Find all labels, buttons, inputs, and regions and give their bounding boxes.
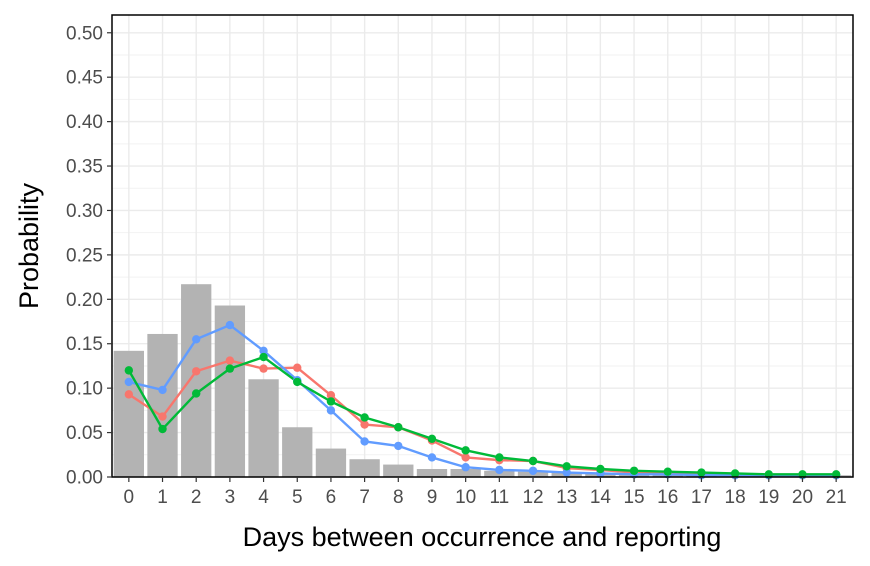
x-tick-label: 11 — [489, 487, 509, 508]
x-tick-label: 2 — [191, 487, 202, 508]
series-point-2 — [259, 346, 268, 356]
y-tick-label: 0.35 — [66, 157, 103, 178]
y-tick-label: 0.05 — [66, 423, 103, 444]
bar — [416, 469, 448, 477]
series-point-1 — [326, 391, 336, 400]
series-point-3 — [495, 453, 504, 462]
series-point-3 — [528, 456, 538, 466]
series-point-2 — [528, 466, 538, 475]
series-point-3 — [158, 424, 167, 434]
x-tick-label: 12 — [522, 487, 543, 508]
series-point-2 — [562, 468, 571, 477]
bar — [315, 448, 347, 477]
series-point-3 — [697, 468, 706, 477]
series-point-2 — [326, 406, 336, 415]
x-tick-label: 16 — [657, 487, 678, 508]
series-point-3 — [461, 446, 470, 455]
series-point-1 — [461, 453, 470, 462]
series-line-3 — [127, 355, 837, 476]
bar — [147, 333, 178, 477]
bar — [450, 469, 481, 477]
y-tick-label: 0.20 — [66, 290, 103, 311]
x-tick-label: 10 — [455, 487, 476, 508]
y-axis-title: Probability — [14, 182, 44, 309]
x-tick-label: 17 — [691, 487, 712, 508]
series-point-2 — [124, 377, 134, 387]
series-point-2 — [427, 453, 437, 462]
series-point-2 — [495, 465, 504, 475]
series-point-1 — [158, 412, 167, 421]
y-axis-ticks: 0.00 0.05 0.10 0.15 0.20 0.25 0.30 0.35 0.40 0.45… — [66, 23, 112, 489]
x-tick-label: 9 — [427, 487, 438, 508]
series-lines — [127, 323, 837, 477]
series-point-2 — [192, 335, 201, 344]
plot-border — [111, 14, 854, 478]
series-point-3 — [663, 467, 672, 476]
x-axis-title: Days between occurrence and reporting — [243, 522, 722, 552]
x-tick-label: 6 — [326, 487, 337, 508]
series-point-3 — [427, 434, 437, 443]
series-point-1 — [192, 367, 201, 376]
series-point-3 — [730, 469, 740, 478]
y-tick-label: 0.40 — [66, 112, 103, 133]
bar — [214, 305, 246, 477]
x-tick-label: 19 — [758, 487, 779, 508]
series-point-3 — [225, 364, 235, 373]
series-point-3 — [192, 389, 201, 398]
x-tick-label: 20 — [792, 487, 813, 508]
y-tick-label: 0.25 — [66, 245, 103, 266]
x-axis-ticks: 0 1 2 3 4 5 6 7 8 9 10 11 12 13 14 15 16 17 18 19 20 21 — [124, 477, 847, 508]
series-point-3 — [124, 366, 134, 375]
series-point-1 — [259, 364, 268, 373]
x-tick-label: 21 — [826, 487, 847, 508]
x-tick-label: 14 — [590, 487, 612, 508]
x-tick-label: 5 — [292, 487, 303, 508]
series-point-1 — [124, 390, 134, 399]
series-point-3 — [394, 423, 403, 432]
x-tick-label: 0 — [124, 487, 135, 508]
series-point-3 — [259, 352, 268, 362]
y-tick-label: 0.10 — [66, 379, 103, 400]
series-point-2 — [360, 437, 369, 446]
bar — [248, 379, 279, 477]
x-tick-label: 8 — [393, 487, 404, 508]
series-point-1 — [225, 356, 235, 365]
x-tick-label: 13 — [556, 487, 577, 508]
series-line-2 — [128, 323, 837, 477]
x-tick-label: 4 — [258, 487, 269, 508]
bar — [181, 284, 212, 477]
x-tick-label: 15 — [623, 487, 644, 508]
series-point-2 — [394, 441, 403, 451]
series-point-3 — [562, 462, 571, 471]
bar — [349, 459, 380, 477]
y-tick-label: 0.50 — [66, 23, 103, 44]
series-point-3 — [326, 397, 336, 406]
x-tick-label: 18 — [725, 487, 746, 508]
y-tick-label: 0.45 — [66, 68, 103, 89]
series-point-1 — [360, 420, 369, 429]
series-point-1 — [293, 363, 302, 372]
x-tick-label: 7 — [359, 487, 370, 508]
series-point-3 — [293, 377, 302, 387]
y-tick-label: 0.15 — [66, 334, 103, 355]
x-tick-label: 1 — [157, 487, 168, 508]
y-tick-label: 0.00 — [66, 468, 103, 489]
y-tick-label: 0.30 — [66, 201, 103, 222]
series-point-3 — [360, 413, 369, 422]
series-point-3 — [629, 466, 639, 475]
series-point-2 — [461, 463, 470, 472]
series-point-2 — [158, 385, 167, 395]
bar — [383, 464, 414, 477]
bar — [282, 427, 313, 477]
series-point-3 — [596, 464, 605, 474]
x-tick-label: 3 — [225, 487, 236, 508]
series-point-2 — [225, 320, 235, 330]
